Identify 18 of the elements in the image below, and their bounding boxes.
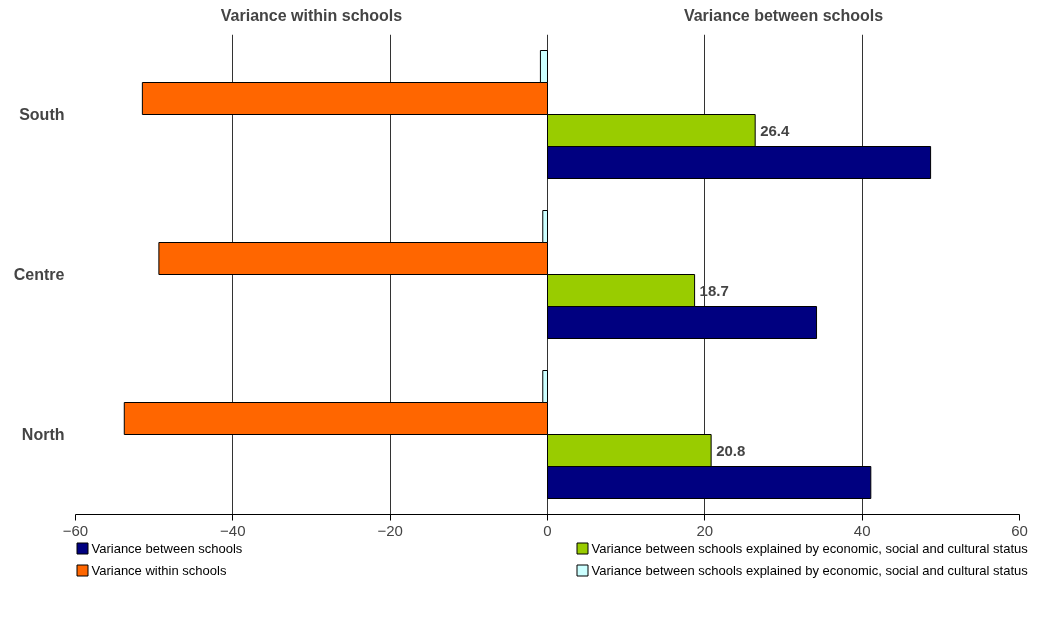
x-tick-label: 0 [543,521,552,539]
x-tick-label: 20 [696,521,714,539]
text: Variance between schools [683,7,884,24]
legend-label: Variance between schools [91,541,243,556]
x-tick-label: 40 [853,521,871,539]
y-tick-label: South [19,106,65,123]
data-label: 20.8 [716,441,746,459]
x-tick-label: −20 [377,521,403,539]
x-tick-label: −60 [62,521,89,539]
legend-label: Variance within schools [91,563,227,578]
data-label: 26.4 [760,121,791,139]
x-tick-label: 60 [1011,521,1028,539]
x-tick-label: −40 [220,521,246,539]
legend-label: Variance between schools explained by economic, social and cultural status [591,563,1029,578]
legend-label: Variance between schools explained by economic, social and cultural status [591,541,1029,556]
y-tick-label: North [21,426,65,443]
text: Variance within schools [220,7,403,24]
y-tick-label: Centre [13,266,65,283]
